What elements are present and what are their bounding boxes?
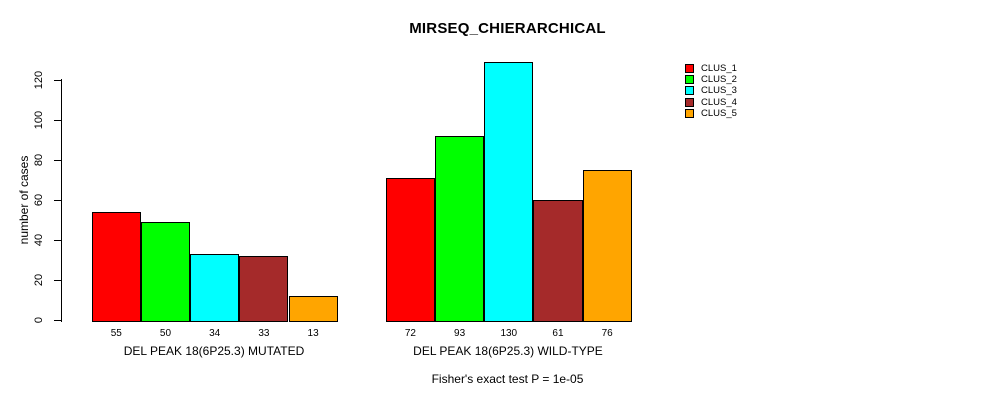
bar-value-label: 33: [258, 328, 270, 339]
y-axis-tick: [54, 280, 61, 281]
y-axis-tick: [54, 120, 61, 121]
legend-swatch: [685, 97, 694, 107]
legend-item-clus_1: CLUS_1: [685, 63, 737, 74]
y-axis-tick-label: 100: [33, 110, 45, 130]
legend-swatch: [685, 86, 694, 96]
legend-item-clus_2: CLUS_2: [685, 74, 737, 85]
legend-label: CLUS_3: [701, 85, 737, 97]
bar-clus_3-group2: [484, 62, 534, 322]
bar-clus_4-group1: [239, 256, 289, 322]
group-label-mutated: DEL PEAK 18(6P25.3) MUTATED: [123, 344, 305, 358]
y-axis-tick-label: 20: [33, 273, 45, 287]
bar-clus_4-group2: [533, 200, 583, 322]
bar-value-label: 50: [159, 328, 172, 339]
bar-value-label: 72: [404, 328, 416, 339]
legend-swatch: [685, 108, 694, 118]
bar-value-label: 13: [307, 328, 319, 339]
legend-swatch: [685, 75, 694, 85]
legend-label: CLUS_4: [701, 96, 737, 108]
legend-item-clus_4: CLUS_4: [685, 97, 737, 108]
bar-value-label: 76: [601, 328, 613, 339]
y-axis-tick: [54, 240, 61, 241]
y-axis-tick: [54, 80, 61, 81]
legend-swatch: [685, 64, 694, 74]
group-label-wild-type: DEL PEAK 18(6P25.3) WILD-TYPE: [413, 344, 603, 358]
bar-value-label: 130: [500, 328, 518, 339]
bar-clus_1-group2: [385, 178, 435, 322]
bar-clus_3-group1: [190, 254, 240, 322]
bar-clus_2-group1: [140, 222, 191, 322]
legend-label: CLUS_2: [701, 74, 737, 86]
fisher-test-annotation: Fisher's exact test P = 1e-05: [431, 372, 584, 386]
y-axis-line: [61, 79, 62, 322]
y-axis-tick-label: 120: [33, 70, 45, 90]
y-axis-label: number of cases: [17, 155, 31, 245]
y-axis-tick-label: 80: [33, 153, 45, 167]
bar-clus_5-group1: [288, 296, 338, 322]
y-axis-tick: [54, 320, 61, 321]
chart-title: MIRSEQ_CHIERARCHICAL: [409, 20, 606, 37]
y-axis-tick: [54, 160, 61, 161]
bar-clus_2-group2: [435, 136, 485, 322]
bar-value-label: 93: [454, 328, 466, 339]
bar-value-label: 61: [552, 328, 564, 339]
legend: CLUS_1 CLUS_2 CLUS_3 CLUS_4 CLUS_5: [685, 63, 737, 119]
legend-label: CLUS_5: [701, 107, 737, 119]
legend-item-clus_5: CLUS_5: [685, 108, 737, 119]
legend-label: CLUS_1: [701, 63, 737, 75]
y-axis-tick-label: 40: [33, 233, 45, 247]
bar-value-label: 55: [110, 328, 122, 339]
y-axis-tick-label: 0: [33, 316, 45, 324]
y-axis-tick: [54, 200, 61, 201]
legend-item-clus_3: CLUS_3: [685, 85, 737, 96]
bar-clus_1-group1: [91, 212, 141, 322]
bar-value-label: 34: [209, 328, 221, 339]
bar-clus_5-group2: [582, 170, 632, 322]
y-axis-tick-label: 60: [33, 193, 45, 207]
